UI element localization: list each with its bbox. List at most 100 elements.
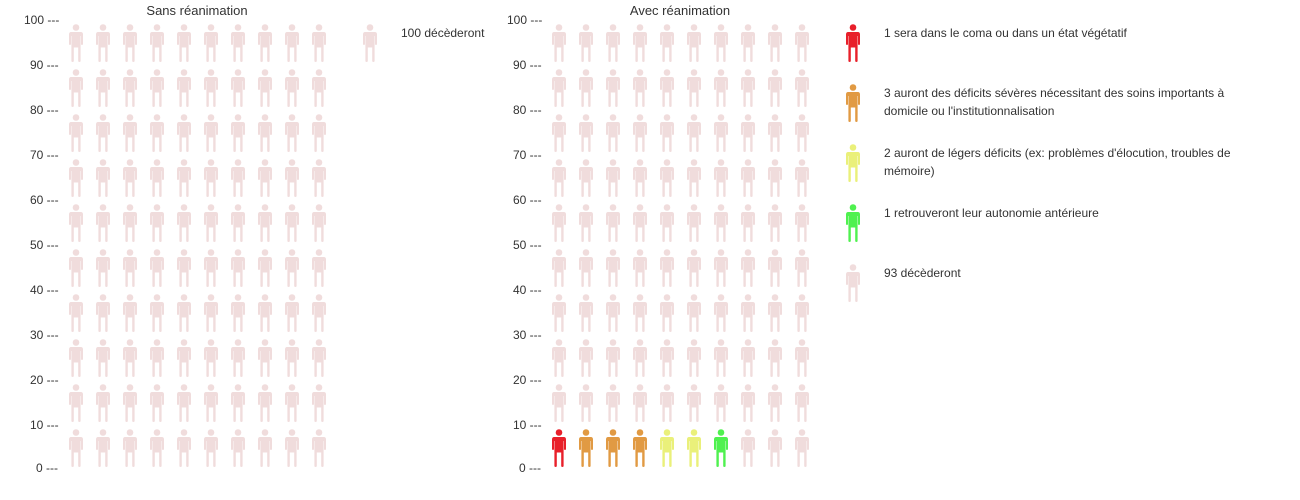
person-icon <box>660 114 674 152</box>
person-icon <box>660 69 674 107</box>
y-tick-label: 40 --- <box>30 283 59 297</box>
person-icon <box>204 24 218 62</box>
person-icon <box>552 384 566 422</box>
person-icon <box>312 339 326 377</box>
person-icon <box>177 384 191 422</box>
person-icon <box>741 249 755 287</box>
person-icon <box>285 159 299 197</box>
person-icon <box>795 249 809 287</box>
y-tick-label: 80 --- <box>30 103 59 117</box>
person-icon <box>714 24 728 62</box>
person-icon <box>741 69 755 107</box>
person-icon <box>660 384 674 422</box>
person-icon <box>69 114 83 152</box>
person-icon <box>795 429 809 467</box>
person-icon <box>552 159 566 197</box>
person-icon <box>258 69 272 107</box>
person-icon <box>150 294 164 332</box>
person-icon <box>285 249 299 287</box>
person-icon <box>258 159 272 197</box>
person-icon <box>69 339 83 377</box>
person-icon <box>123 159 137 197</box>
person-icon <box>660 294 674 332</box>
person-icon <box>123 429 137 467</box>
person-icon <box>795 204 809 242</box>
person-icon <box>177 114 191 152</box>
person-icon <box>633 429 647 467</box>
person-icon <box>285 24 299 62</box>
person-icon <box>687 384 701 422</box>
person-icon <box>606 384 620 422</box>
person-icon <box>150 114 164 152</box>
person-icon <box>579 339 593 377</box>
person-icon <box>69 249 83 287</box>
person-icon <box>579 114 593 152</box>
person-icon <box>177 339 191 377</box>
person-icon <box>204 159 218 197</box>
y-tick-label: 100 --- <box>507 13 543 27</box>
person-icon <box>96 384 110 422</box>
person-icon <box>177 429 191 467</box>
person-icon <box>633 69 647 107</box>
y-tick-label: 20 --- <box>513 373 542 387</box>
person-icon <box>258 249 272 287</box>
person-icon <box>285 384 299 422</box>
person-icon <box>606 249 620 287</box>
person-icon <box>768 24 782 62</box>
person-icon <box>687 114 701 152</box>
person-icon <box>312 204 326 242</box>
person-icon <box>123 384 137 422</box>
person-icon <box>552 204 566 242</box>
person-icon <box>96 69 110 107</box>
y-tick-label: 50 --- <box>513 238 542 252</box>
person-icon <box>795 294 809 332</box>
person-icon <box>150 429 164 467</box>
y-tick-label: 10 --- <box>30 418 59 432</box>
person-icon <box>606 24 620 62</box>
person-icon <box>69 429 83 467</box>
person-icon <box>177 159 191 197</box>
person-icon <box>687 24 701 62</box>
person-icon <box>741 114 755 152</box>
person-icon <box>660 429 674 467</box>
person-icon <box>606 339 620 377</box>
person-icon <box>579 384 593 422</box>
y-tick-label: 0 --- <box>519 461 541 475</box>
person-icon <box>258 384 272 422</box>
person-icon <box>795 24 809 62</box>
person-icon <box>150 339 164 377</box>
person-icon <box>96 24 110 62</box>
person-icon <box>204 339 218 377</box>
person-icon <box>660 339 674 377</box>
y-tick-label: 70 --- <box>30 148 59 162</box>
person-icon <box>579 24 593 62</box>
person-icon <box>606 294 620 332</box>
person-icon <box>312 24 326 62</box>
person-icon <box>795 339 809 377</box>
person-icon <box>123 249 137 287</box>
y-tick-label: 10 --- <box>513 418 542 432</box>
person-icon <box>150 249 164 287</box>
person-icon <box>96 249 110 287</box>
person-icon <box>552 114 566 152</box>
y-tick-label: 90 --- <box>30 58 59 72</box>
y-tick-label: 40 --- <box>513 283 542 297</box>
person-icon <box>795 69 809 107</box>
person-icon <box>177 294 191 332</box>
person-icon <box>231 429 245 467</box>
person-icon <box>741 384 755 422</box>
legend-person-icon <box>846 264 860 302</box>
person-icon <box>714 339 728 377</box>
person-icon <box>231 249 245 287</box>
person-icon <box>714 114 728 152</box>
person-icon <box>285 204 299 242</box>
person-icon <box>741 159 755 197</box>
person-icon <box>633 24 647 62</box>
person-icon <box>687 429 701 467</box>
person-icon <box>795 384 809 422</box>
person-icon <box>552 24 566 62</box>
legend-label: 1 retrouveront leur autonomie antérieure <box>884 206 1099 220</box>
person-icon <box>633 204 647 242</box>
person-icon <box>633 114 647 152</box>
y-tick-label: 60 --- <box>30 193 59 207</box>
